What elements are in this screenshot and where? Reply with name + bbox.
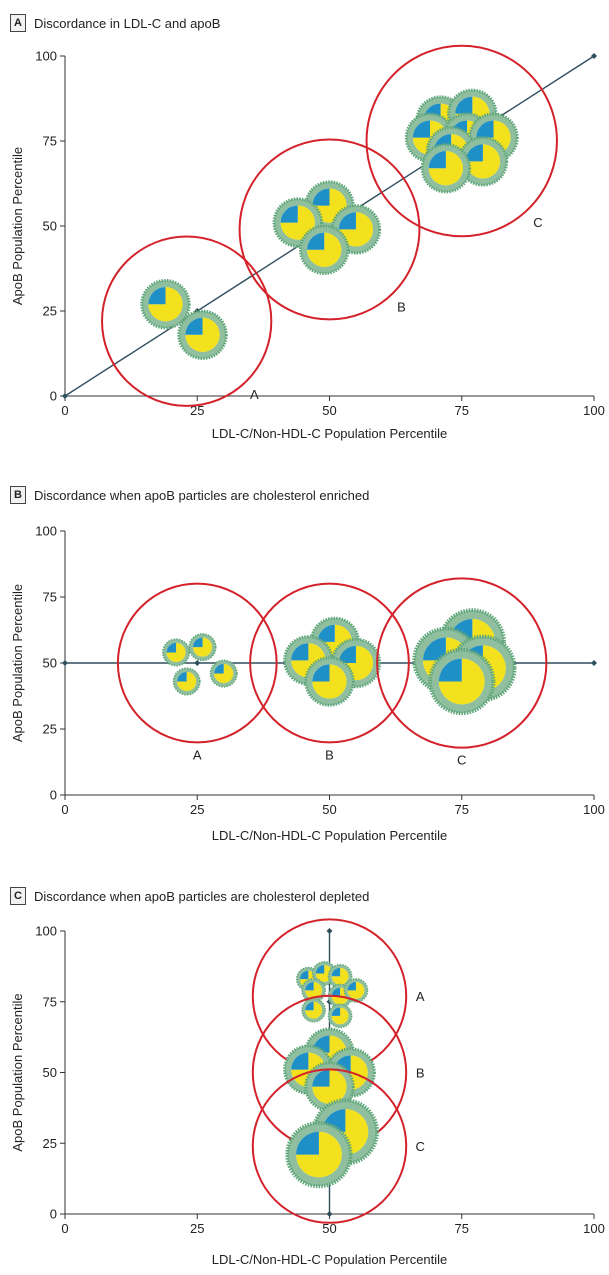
chart0-x-tick-label: 0 — [61, 403, 68, 418]
panel-a: A Discordance in LDL-C and apoB 0 25 50 75 1… — [0, 13, 609, 453]
chart0-group-A-label: A — [250, 387, 259, 402]
chart0-group-C-label: C — [533, 215, 542, 230]
chart0-x-tick-label: 100 — [583, 403, 605, 418]
chart2-group-C-label: C — [416, 1139, 425, 1154]
panel-b: B Discordance when apoB particles are ch… — [0, 485, 609, 855]
chart1-x-axis-label: LDL-C/Non-HDL-C Population Percentile — [212, 828, 448, 843]
chart1-x-tick-label: 0 — [61, 802, 68, 817]
chart1-y-tick-label: 0 — [50, 788, 57, 803]
chart1-y-tick-label: 50 — [43, 656, 57, 671]
panel-c-chart: 0 25 50 75 100 0 25 50 75 100 LDL-C/Non-HDL-C Popu… — [10, 918, 605, 1267]
chart0-x-axis-label: LDL-C/Non-HDL-C Population Percentile — [212, 426, 448, 441]
chart2-apob-particle — [304, 1061, 355, 1112]
chart2-apob-particle — [311, 961, 337, 986]
chart0-apob-particle — [272, 197, 323, 248]
chart1-apob-particle — [428, 647, 496, 716]
chart0-x-tick-label: 25 — [190, 403, 204, 418]
chart1-line-marker — [194, 660, 201, 666]
chart0-apob-particle — [140, 278, 191, 330]
chart2-apob-particle — [327, 963, 353, 989]
chart0-x-tick-label: 75 — [455, 403, 469, 418]
chart1-group-C-label: C — [457, 753, 466, 768]
chart1-line-marker — [62, 660, 68, 666]
chart2-y-tick-label: 50 — [43, 1065, 57, 1080]
chart2-apob-particle — [285, 1120, 353, 1189]
chart0-line-marker — [591, 53, 597, 59]
panel-c-title: Discordance when apoB particles are chol… — [34, 888, 370, 904]
chart1-group-B-circle — [249, 582, 410, 744]
chart2-x-tick-label: 100 — [583, 1221, 605, 1236]
chart2-group-C-circle — [251, 1068, 408, 1224]
chart0-line-marker — [62, 393, 68, 399]
chart2-line-marker — [326, 1211, 333, 1217]
chart0-apob-particle — [298, 224, 350, 276]
chart1-apob-particle — [162, 638, 191, 667]
chart1-apob-particle — [188, 633, 217, 662]
chart1-group-C-circle — [376, 577, 548, 749]
panel-b-chart: 0 25 50 75 100 0 25 50 75 100 LDL-C/Non-HDL-C Popu… — [10, 524, 605, 844]
panel-a-badge: A — [10, 14, 26, 32]
chart1-y-tick-label: 100 — [35, 524, 57, 539]
chart1-y-tick-label: 75 — [43, 590, 57, 605]
chart2-group-A-label: A — [416, 989, 425, 1004]
chart1-group-A-circle — [116, 582, 278, 744]
chart2-x-axis-label: LDL-C/Non-HDL-C Population Percentile — [212, 1252, 448, 1267]
chart2-x-tick-label: 75 — [455, 1221, 469, 1236]
chart0-group-B-label: B — [397, 299, 406, 314]
chart1-y-axis-label: ApoB Population Percentile — [10, 584, 25, 742]
chart2-y-tick-label: 75 — [43, 994, 57, 1009]
chart2-apob-particle — [327, 1003, 353, 1029]
panel-c-badge: C — [10, 887, 26, 905]
panel-b-title: Discordance when apoB particles are chol… — [34, 487, 370, 503]
chart1-x-tick-label: 25 — [190, 802, 204, 817]
chart0-y-tick-label: 25 — [43, 304, 57, 319]
chart1-line-marker — [591, 660, 597, 666]
chart1-group-B-label: B — [325, 747, 334, 762]
chart1-x-tick-label: 50 — [322, 802, 336, 817]
chart1-x-tick-label: 75 — [455, 802, 469, 817]
panel-b-header: B Discordance when apoB particles are ch… — [10, 485, 369, 505]
chart2-x-tick-label: 25 — [190, 1221, 204, 1236]
chart0-x-tick-label: 50 — [322, 403, 336, 418]
panel-c-header: C Discordance when apoB particles are ch… — [10, 886, 369, 906]
chart0-group-B-circle — [238, 138, 421, 321]
chart0-y-tick-label: 50 — [43, 219, 57, 234]
chart2-y-tick-label: 0 — [50, 1207, 57, 1222]
chart0-y-tick-label: 75 — [43, 134, 57, 149]
chart0-y-axis-label: ApoB Population Percentile — [10, 147, 25, 305]
chart0-apob-particle — [177, 309, 228, 361]
chart2-apob-particle — [343, 978, 369, 1003]
chart0-apob-particle — [420, 142, 472, 194]
chart2-line-marker — [326, 928, 333, 934]
chart2-apob-particle — [301, 997, 326, 1023]
panel-a-chart: 0 25 50 75 100 0 25 50 75 100 LDL-C/Non-HDL-C Popu… — [10, 44, 605, 441]
panel-a-title: Discordance in LDL-C and apoB — [34, 15, 221, 31]
chart2-group-B-label: B — [416, 1066, 425, 1081]
chart1-x-tick-label: 100 — [583, 802, 605, 817]
chart2-y-tick-label: 100 — [35, 924, 57, 939]
chart0-group-A-circle — [101, 235, 273, 407]
chart0-group-C-circle — [365, 44, 558, 238]
panel-b-badge: B — [10, 486, 26, 504]
chart2-x-tick-label: 50 — [322, 1221, 336, 1236]
panel-c: C Discordance when apoB particles are ch… — [0, 886, 609, 1275]
chart1-apob-particle — [304, 656, 355, 707]
chart1-apob-particle — [172, 667, 201, 696]
chart0-y-tick-label: 100 — [35, 49, 57, 64]
chart2-y-tick-label: 25 — [43, 1136, 57, 1151]
chart0-y-tick-label: 0 — [50, 389, 57, 404]
chart0-apob-particle — [330, 204, 382, 255]
chart1-apob-particle — [209, 659, 238, 688]
chart2-x-tick-label: 0 — [61, 1221, 68, 1236]
chart2-y-axis-label: ApoB Population Percentile — [10, 993, 25, 1151]
chart1-y-tick-label: 25 — [43, 722, 57, 737]
panel-a-header: A Discordance in LDL-C and apoB — [10, 13, 220, 33]
chart1-group-A-label: A — [193, 747, 202, 762]
